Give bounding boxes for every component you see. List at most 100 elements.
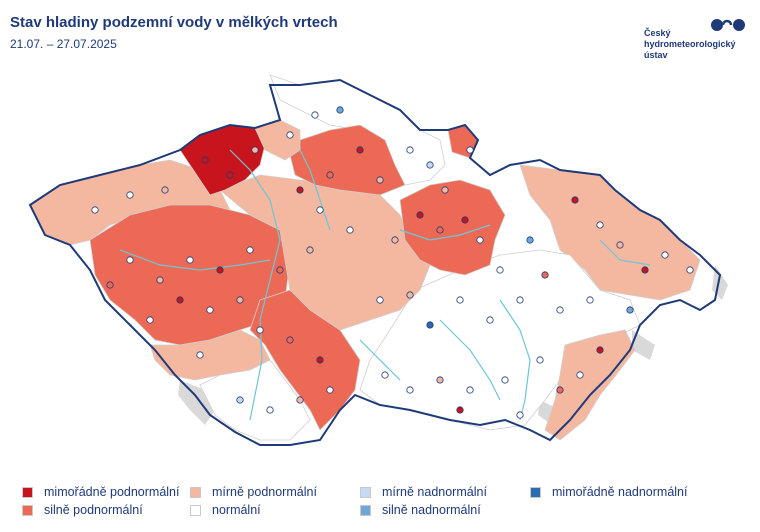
legend-swatch bbox=[190, 504, 201, 516]
legend-item-normal: normální bbox=[190, 502, 261, 518]
legend-item-extreme-below: mimořádně podnormální bbox=[22, 484, 180, 500]
station-dot bbox=[466, 386, 474, 394]
station-dot bbox=[686, 266, 694, 274]
station-dot bbox=[576, 371, 584, 379]
station-dot bbox=[571, 196, 579, 204]
station-dot bbox=[346, 226, 354, 234]
map-legend: mimořádně podnormální silně podnormální … bbox=[0, 484, 760, 528]
station-dot bbox=[526, 236, 534, 244]
station-dot bbox=[426, 321, 434, 329]
logo-text-line1: Český bbox=[644, 28, 671, 38]
station-dot bbox=[516, 411, 524, 419]
station-dot bbox=[376, 296, 384, 304]
legend-label: mimořádně podnormální bbox=[44, 485, 180, 499]
station-dot bbox=[406, 146, 414, 154]
station-dot bbox=[556, 306, 564, 314]
region-normal-south bbox=[199, 359, 311, 441]
map-regions bbox=[29, 74, 701, 441]
page-title: Stav hladiny podzemní vody v mělkých vrt… bbox=[10, 14, 338, 31]
legend-item-strong-above: silně nadnormální bbox=[360, 502, 481, 518]
station-dot bbox=[466, 146, 474, 154]
logo-text-line2: hydrometeorologický bbox=[644, 39, 736, 49]
station-dot bbox=[176, 296, 184, 304]
legend-swatch bbox=[22, 504, 33, 516]
station-dot bbox=[216, 266, 224, 274]
station-dot bbox=[406, 291, 414, 299]
station-dot bbox=[156, 276, 164, 284]
legend-swatch bbox=[360, 486, 371, 498]
station-dot bbox=[296, 186, 304, 194]
station-dot bbox=[236, 396, 244, 404]
date-range: 21.07. – 27.07.2025 bbox=[10, 37, 117, 51]
region-mild-moravia-south bbox=[544, 329, 636, 441]
station-dot bbox=[416, 211, 424, 219]
station-dot bbox=[626, 306, 634, 314]
station-dot bbox=[296, 396, 304, 404]
station-dot bbox=[126, 256, 134, 264]
station-dot bbox=[516, 296, 524, 304]
station-dot bbox=[251, 146, 259, 154]
station-dot bbox=[596, 221, 604, 229]
station-dot bbox=[146, 316, 154, 324]
chmi-logo-icon bbox=[711, 19, 745, 31]
station-dots bbox=[91, 106, 694, 419]
station-dot bbox=[276, 266, 284, 274]
station-dot bbox=[161, 186, 169, 194]
station-dot bbox=[236, 296, 244, 304]
station-dot bbox=[306, 246, 314, 254]
station-dot bbox=[436, 376, 444, 384]
station-dot bbox=[316, 356, 324, 364]
region-strong-east-bohemia bbox=[399, 179, 506, 276]
station-dot bbox=[126, 191, 134, 199]
legend-item-strong-below: silně podnormální bbox=[22, 502, 143, 518]
station-dot bbox=[641, 266, 649, 274]
station-dot bbox=[226, 171, 234, 179]
station-dot bbox=[326, 386, 334, 394]
station-dot bbox=[106, 281, 114, 289]
station-dot bbox=[316, 206, 324, 214]
legend-label: mimořádně nadnormální bbox=[552, 485, 688, 499]
station-dot bbox=[246, 246, 254, 254]
logo-text-line3: ústav bbox=[644, 50, 668, 60]
region-strong-northeast-tip bbox=[447, 124, 479, 159]
legend-item-mild-below: mírně podnormální bbox=[190, 484, 317, 500]
station-dot bbox=[461, 216, 469, 224]
station-dot bbox=[206, 306, 214, 314]
station-dot bbox=[256, 326, 264, 334]
legend-label: normální bbox=[212, 503, 261, 517]
station-dot bbox=[456, 296, 464, 304]
station-dot bbox=[456, 406, 464, 414]
station-dot bbox=[336, 106, 344, 114]
station-dot bbox=[186, 256, 194, 264]
legend-label: mírně podnormální bbox=[212, 485, 317, 499]
legend-label: silně nadnormální bbox=[382, 503, 481, 517]
legend-item-extreme-above: mimořádně nadnormální bbox=[530, 484, 688, 500]
station-dot bbox=[486, 316, 494, 324]
legend-item-mild-above: mírně nadnormální bbox=[360, 484, 487, 500]
station-dot bbox=[311, 111, 319, 119]
station-dot bbox=[556, 386, 564, 394]
legend-swatch bbox=[190, 486, 201, 498]
station-dot bbox=[661, 251, 669, 259]
region-strong-center-south bbox=[249, 289, 361, 431]
station-dot bbox=[196, 351, 204, 359]
station-dot bbox=[406, 386, 414, 394]
station-dot bbox=[201, 156, 209, 164]
station-dot bbox=[476, 236, 484, 244]
station-dot bbox=[541, 271, 549, 279]
station-dot bbox=[586, 296, 594, 304]
station-dot bbox=[501, 376, 509, 384]
station-dot bbox=[356, 146, 364, 154]
groundwater-map bbox=[28, 74, 728, 446]
station-dot bbox=[391, 236, 399, 244]
station-dot bbox=[436, 226, 444, 234]
station-dot bbox=[381, 371, 389, 379]
legend-swatch bbox=[530, 486, 541, 498]
legend-label: silně podnormální bbox=[44, 503, 143, 517]
station-dot bbox=[426, 161, 434, 169]
legend-swatch bbox=[22, 486, 33, 498]
legend-swatch bbox=[360, 504, 371, 516]
station-dot bbox=[536, 356, 544, 364]
rivers bbox=[119, 149, 651, 421]
station-dot bbox=[91, 206, 99, 214]
